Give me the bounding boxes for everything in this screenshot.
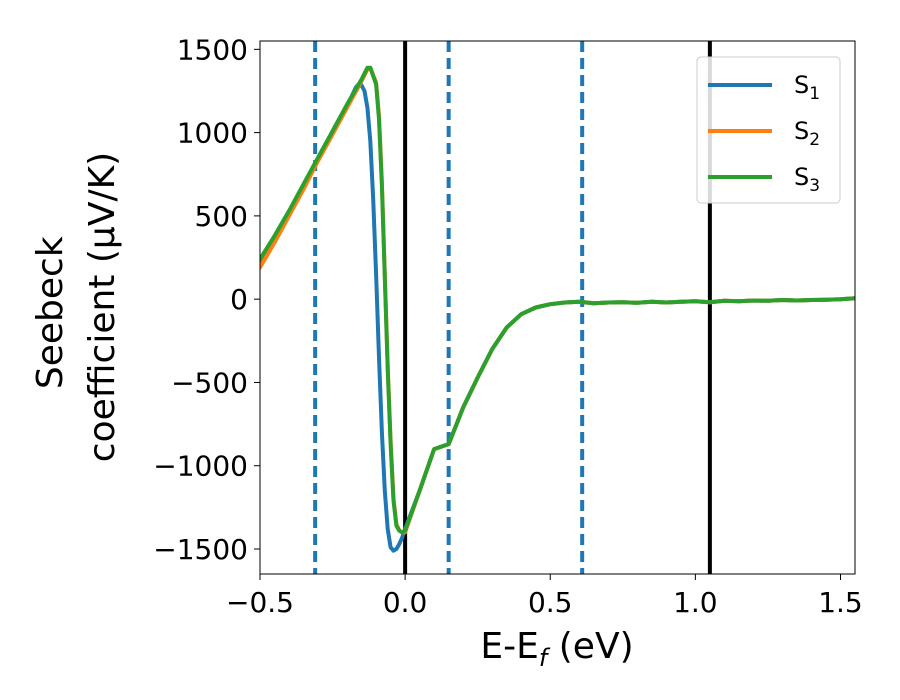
y-axis-label-line2: coefficient (μV/K): [82, 152, 123, 462]
reference-lines: [313, 41, 712, 574]
x-axis-ticks: −0.5 0.0 0.5 1.0 1.5: [226, 574, 863, 619]
x-axis-label-unit: (eV): [547, 626, 633, 667]
x-tick-label: −0.5: [226, 586, 294, 619]
y-tick-label: −500: [171, 366, 248, 399]
y-tick-label: −1000: [153, 450, 248, 483]
y-axis-label-line1: Seebeck: [30, 236, 71, 389]
y-axis-label: Seebeck coefficient (μV/K): [30, 152, 123, 462]
series-line-s3: [260, 65, 855, 535]
x-axis-label-main: E-E: [480, 626, 538, 667]
legend: S1 S2 S3: [696, 56, 841, 204]
y-tick-label: 1500: [177, 33, 248, 66]
y-tick-label: 0: [230, 283, 248, 316]
x-tick-label: 0.0: [383, 586, 428, 619]
y-tick-label: 1000: [177, 117, 248, 150]
x-axis-label: E-Ef (eV): [480, 626, 633, 672]
legend-label-s3: S3: [794, 163, 820, 196]
y-axis-ticks: −1500 −1000 −500 0 500 1000 1500: [153, 33, 260, 566]
x-tick-label: 0.5: [528, 586, 573, 619]
series-lines: [260, 65, 855, 553]
y-tick-label: −1500: [153, 533, 248, 566]
x-tick-label: 1.0: [673, 586, 718, 619]
legend-label-s1: S1: [794, 71, 820, 104]
plot-frame: [259, 40, 856, 575]
y-tick-label: 500: [195, 200, 248, 233]
x-tick-label: 1.5: [818, 586, 863, 619]
legend-label-s2: S2: [794, 117, 820, 150]
